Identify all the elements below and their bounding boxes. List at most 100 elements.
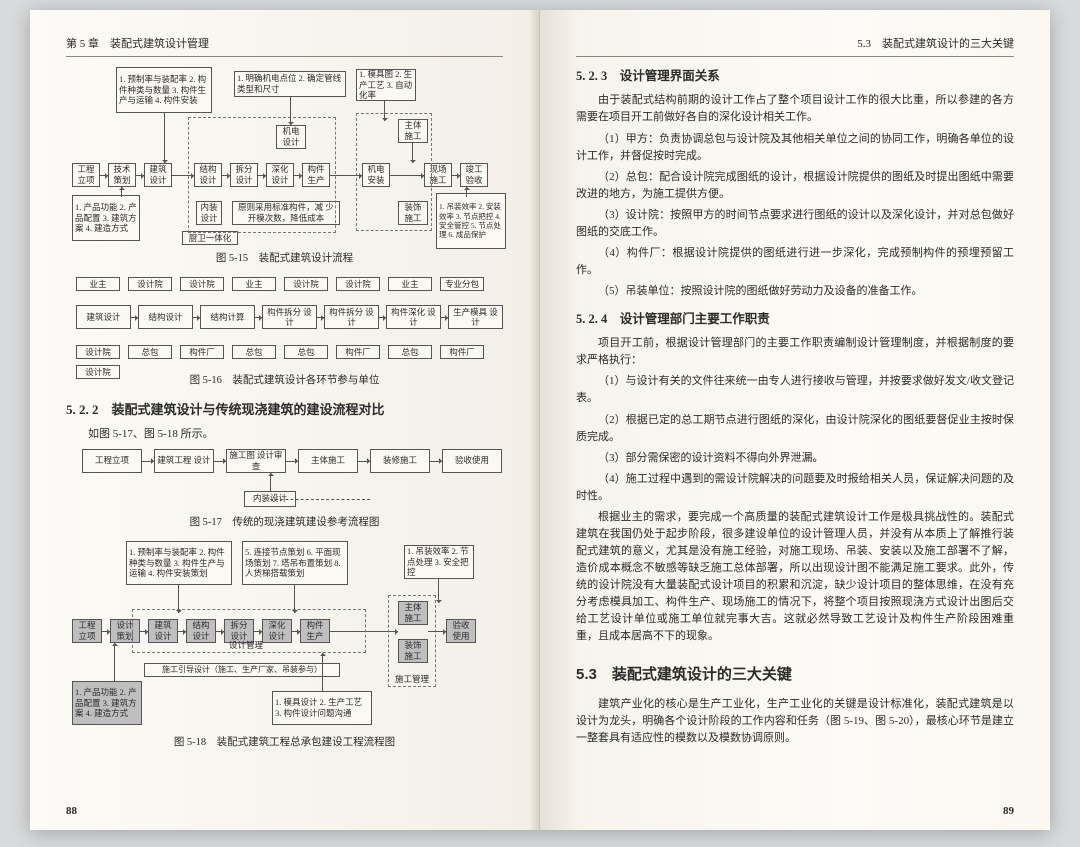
fig18-R-accept: 验收 使用 [446,619,476,643]
fig15-R3: 建筑 设计 [144,163,172,187]
fig18-T3: 1. 吊装效率 2. 节点处理 3. 安全把控 [404,545,474,579]
fig16-bot-6: 总包 [388,345,432,359]
running-head-right: 5.3 装配式建筑设计的三大关键 [576,36,1014,57]
heading-53: 5.3 装配式建筑设计的三大关键 [576,663,1014,686]
fig17-box-4: 装修施工 [370,449,430,473]
heading-523: 5. 2. 3 设计管理界面关系 [576,67,1014,86]
fig15-caption: 图 5-15 装配式建筑设计流程 [66,251,503,267]
fig18-row-0: 工程 立项 [72,619,102,643]
arrow [258,175,266,176]
fig16-bot-4: 总包 [284,345,328,359]
page-left: 第 5 章 装配式建筑设计管理 1. 预制率与装配率 2. 构件种类与数量 3.… [30,10,540,830]
heading-524: 5. 2. 4 设计管理部门主要工作职责 [576,310,1014,329]
fig16-bot-7: 构件厂 [440,345,484,359]
fig16-top-4: 设计院 [284,277,328,291]
fig16-extra: 设计院 [76,365,120,379]
p523-intro: 由于装配式结构前期的设计工作占了整个项目设计工作的很大比重，所以参建的各方需要在… [576,92,1014,126]
arrow [412,143,413,163]
p523-1: （1）甲方：负责协调总包与设计院及其他相关单位之间的协同工作，明确各单位的设计工… [576,131,1014,165]
fig18-BL: 1. 产品功能 2. 产品配置 3. 建筑方案 4. 建造方式 [72,681,142,725]
fig-5-15: 1. 预制率与装配率 2. 构件种类与数量 3. 构件生产与运输 4. 构件安装… [66,67,503,247]
arrow [430,461,442,462]
arrow [428,631,446,632]
p524-3: （3）部分需保密的设计资料不得向外界泄漏。 [576,450,1014,467]
fig16-mid-1: 结构设计 [138,305,193,329]
p524-4: （4）施工过程中遇到的需设计院解决的问题要及时报给相关人员，保证解决问题的及时性… [576,471,1014,505]
fig18-caption: 图 5-18 装配式建筑工程总承包建设工程流程图 [66,735,503,751]
page-right: 5.3 装配式建筑设计的三大关键 5. 2. 3 设计管理界面关系 由于装配式结… [540,10,1050,830]
arrow [438,579,439,603]
p524-long: 根据业主的需求，要完成一个高质量的装配式建筑设计工作是极具挑战性的。装配式建筑在… [576,509,1014,645]
p53: 建筑产业化的核心是生产工业化，生产工业化的关键是设计标准化，装配式建筑是以设计为… [576,696,1014,747]
fig-5-17: 工程立项建筑工程 设计施工图 设计审查主体施工装修施工验收使用 内装设计 [66,447,503,511]
p524-intro: 项目开工前，根据设计管理部门的主要工作职责编制设计管理制度，并根据制度的要求严格… [576,335,1014,369]
fig17-box-2: 施工图 设计审查 [226,449,286,473]
fig18-BR: 1. 模具设计 2. 生产工艺 3. 构件设计问题沟通 [272,691,372,725]
arrow [214,461,226,462]
arrow [178,585,179,613]
fig-5-18: 1. 预制率与装配率 2. 构件种类与数量 3. 构件生产与运输 4. 构件安装… [66,541,503,731]
arrow [172,175,194,176]
arrow [100,175,108,176]
arrow [286,461,298,462]
arrow [330,175,362,176]
arrow [102,631,110,632]
p523-2: （2）总包：配合设计院完成图纸的设计，根据设计院提供的图纸及时提出图纸中需要改进… [576,169,1014,203]
fig17-box-5: 验收使用 [442,449,502,473]
arrow [322,653,323,691]
fig16-mid-3: 构件拆分 设计 [262,305,317,329]
fig16-top-5: 设计院 [336,277,380,291]
fig15-L3: 1. 模具图 2. 生产工艺 3. 自动化率 [356,69,416,101]
arrow [390,175,424,176]
p524-2: （2）根据已定的总工期节点进行图纸的深化，由设计院深化的图纸要督促业主按时保质完… [576,412,1014,446]
fig16-top-7: 专业分包 [440,277,484,291]
page-number-right: 89 [1003,803,1014,820]
p523-4: （4）构件厂：根据设计院提供的图纸进行进一步深化，完成预制构件的预埋预留工作。 [576,245,1014,279]
fig17-box-0: 工程立项 [82,449,142,473]
fig15-BR: 1. 吊装效率 2. 安装效率 3. 节点把控 4. 安全管控 5. 节点处理 … [436,193,506,249]
running-head-left: 第 5 章 装配式建筑设计管理 [66,36,503,57]
fig16-top-2: 设计院 [180,277,224,291]
arrow [294,175,302,176]
arrow [452,175,460,176]
arrow [317,317,324,318]
fig16-mid-2: 结构计算 [200,305,255,329]
fig16-mid-6: 生产模具 设计 [448,305,503,329]
arrow [358,461,370,462]
fig16-bot-2: 构件厂 [180,345,224,359]
book-spread: 第 5 章 装配式建筑设计管理 1. 预制率与装配率 2. 构件种类与数量 3.… [30,10,1050,830]
arrow [270,473,271,491]
fig18-sg: 施工管理 [390,673,434,685]
arrow [466,187,467,197]
fig17-caption: 图 5-17 传统的现浇建筑建设参考流程图 [66,515,503,531]
arrow [255,317,262,318]
fig17-box-1: 建筑工程 设计 [154,449,214,473]
arrow [142,461,154,462]
arrow [193,317,200,318]
arrow [222,175,230,176]
fig17-box-3: 主体施工 [298,449,358,473]
arrow [441,317,448,318]
heading-522: 5. 2. 2 装配式建筑设计与传统现浇建筑的建设流程对比 [66,400,503,420]
fig16-mid-4: 构件拆分 设计 [324,305,379,329]
page-number-left: 88 [66,803,77,820]
fig15-K: 厨卫一体化 [182,231,238,245]
fig15-L2: 1. 明确机电点位 2. 确定管线类型和尺寸 [234,71,346,97]
note-522: 如图 5-17、图 5-18 所示。 [66,426,503,443]
fig16-caption: 图 5-16 装配式建筑设计各环节参与单位 [66,373,503,389]
fig18-guide: 施工引导设计（施工、生产厂家、吊装参与） [144,663,340,677]
p523-5: （5）吊装单位：按照设计院的图纸做好劳动力及设备的准备工作。 [576,283,1014,300]
fig16-bot-0: 设计院 [76,345,120,359]
fig16-bot-5: 构件厂 [336,345,380,359]
arrow [294,585,295,613]
fig16-top-0: 业主 [76,277,120,291]
fig16-bot-3: 总包 [232,345,276,359]
fig18-mgmt: 设计管理 [216,639,276,651]
p523-3: （3）设计院：按照甲方的时间节点要求进行图纸的设计以及深化设计，并对总包做好图纸… [576,207,1014,241]
fig16-top-3: 业主 [232,277,276,291]
arrow [121,187,122,197]
fig16-top-6: 业主 [388,277,432,291]
fig18-T1: 1. 预制率与装配率 2. 构件种类与数量 3. 构件生产与运输 4. 构件安装… [126,541,232,585]
fig15-BL: 1. 产品功能 2. 产品配置 3. 建筑方案 4. 建造方式 [72,195,140,241]
arrow [379,317,386,318]
